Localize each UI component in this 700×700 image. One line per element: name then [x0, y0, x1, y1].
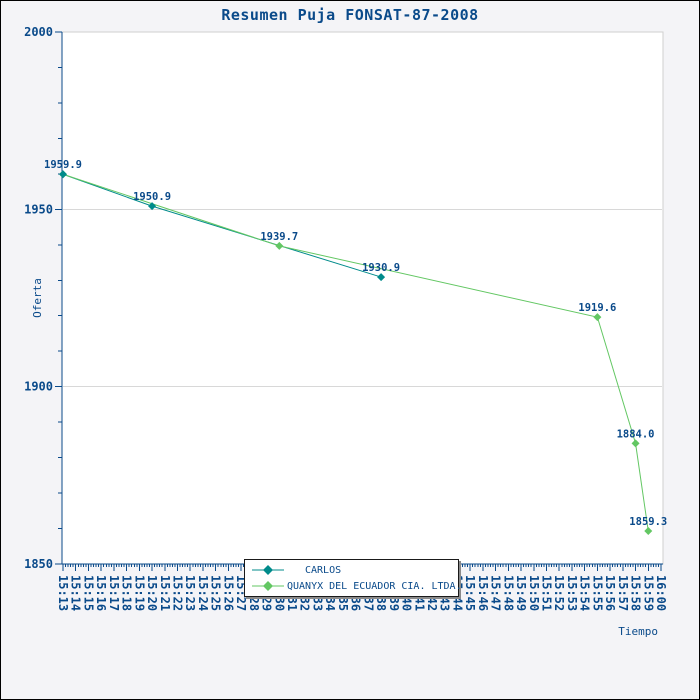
legend-label-quanyx: QUANYX DEL ECUADOR CIA. LTDA.: [287, 580, 462, 592]
legend: CARLOS QUANYX DEL ECUADOR CIA. LTDA.: [244, 559, 462, 597]
x-axis-label: 15:26: [221, 575, 235, 611]
x-axis-label: 15:55: [590, 575, 604, 611]
value-label: 1939.7: [260, 231, 298, 243]
value-label: 1959.9: [44, 159, 82, 171]
x-axis-label: 15:23: [183, 575, 197, 611]
x-axis-label: 15:51: [539, 575, 553, 611]
x-axis-label: 15:48: [501, 575, 515, 611]
x-axis-label: 15:59: [641, 575, 655, 611]
data-point-marker-carlos: [377, 273, 386, 282]
x-axis-label: 15:46: [476, 575, 490, 611]
x-axis-label: 15:21: [158, 575, 172, 611]
y-axis-label: 2000: [24, 25, 53, 39]
data-point-marker-quanyx: [644, 527, 653, 536]
x-axis-label: 15:57: [616, 575, 630, 611]
y-axis-label: 1850: [24, 557, 53, 571]
x-axis-label: 15:47: [489, 575, 503, 611]
x-axis-label: 15:24: [196, 575, 210, 611]
y-axis-label: 1900: [24, 380, 53, 394]
legend-item-carlos: CARLOS: [251, 562, 458, 578]
x-axis-label: 15:17: [107, 575, 121, 611]
legend-label-carlos: CARLOS: [305, 564, 342, 576]
data-point-marker-carlos: [148, 202, 157, 211]
y-axis-title: Oferta: [31, 278, 44, 318]
value-label: 1950.9: [133, 191, 171, 203]
legend-marker-quanyx-icon: [252, 581, 284, 591]
x-axis-label: 15:58: [629, 575, 643, 611]
x-axis-label: 15:22: [171, 575, 185, 611]
x-axis-label: 15:49: [514, 575, 528, 611]
value-label: 1930.9: [362, 262, 400, 274]
chart-title: Resumen Puja FONSAT-87-2008: [221, 6, 479, 24]
x-axis-label: 16:00: [654, 575, 668, 611]
x-axis-label: 15:25: [209, 575, 223, 611]
x-axis-label: 15:13: [56, 575, 70, 611]
value-label: 1919.6: [578, 302, 616, 314]
legend-item-quanyx: QUANYX DEL ECUADOR CIA. LTDA.: [251, 578, 462, 594]
value-label: 1859.3: [629, 516, 667, 528]
x-axis-label: 15:15: [81, 575, 95, 611]
x-axis-label: 15:52: [552, 575, 566, 611]
data-point-marker-quanyx: [593, 313, 602, 322]
x-axis-label: 15:56: [603, 575, 617, 611]
x-axis-label: 15:45: [463, 575, 477, 611]
x-axis-label: 15:53: [565, 575, 579, 611]
x-axis-label: 15:54: [578, 575, 592, 611]
x-axis-title: Tiempo: [618, 625, 658, 638]
data-point-marker-carlos: [59, 170, 67, 179]
data-point-marker-quanyx: [275, 241, 284, 250]
legend-marker-carlos-icon: [252, 565, 284, 575]
y-axis-label: 1950: [24, 202, 53, 216]
x-axis-label: 15:19: [132, 575, 146, 611]
x-axis-label: 15:50: [527, 575, 541, 611]
value-label: 1884.0: [617, 428, 655, 440]
x-axis-label: 15:14: [69, 575, 83, 611]
plot-area: [61, 31, 664, 565]
x-axis-label: 15:20: [145, 575, 159, 611]
x-axis-label: 15:16: [94, 575, 108, 611]
data-point-marker-quanyx: [631, 439, 640, 448]
x-axis-label: 15:18: [120, 575, 134, 611]
